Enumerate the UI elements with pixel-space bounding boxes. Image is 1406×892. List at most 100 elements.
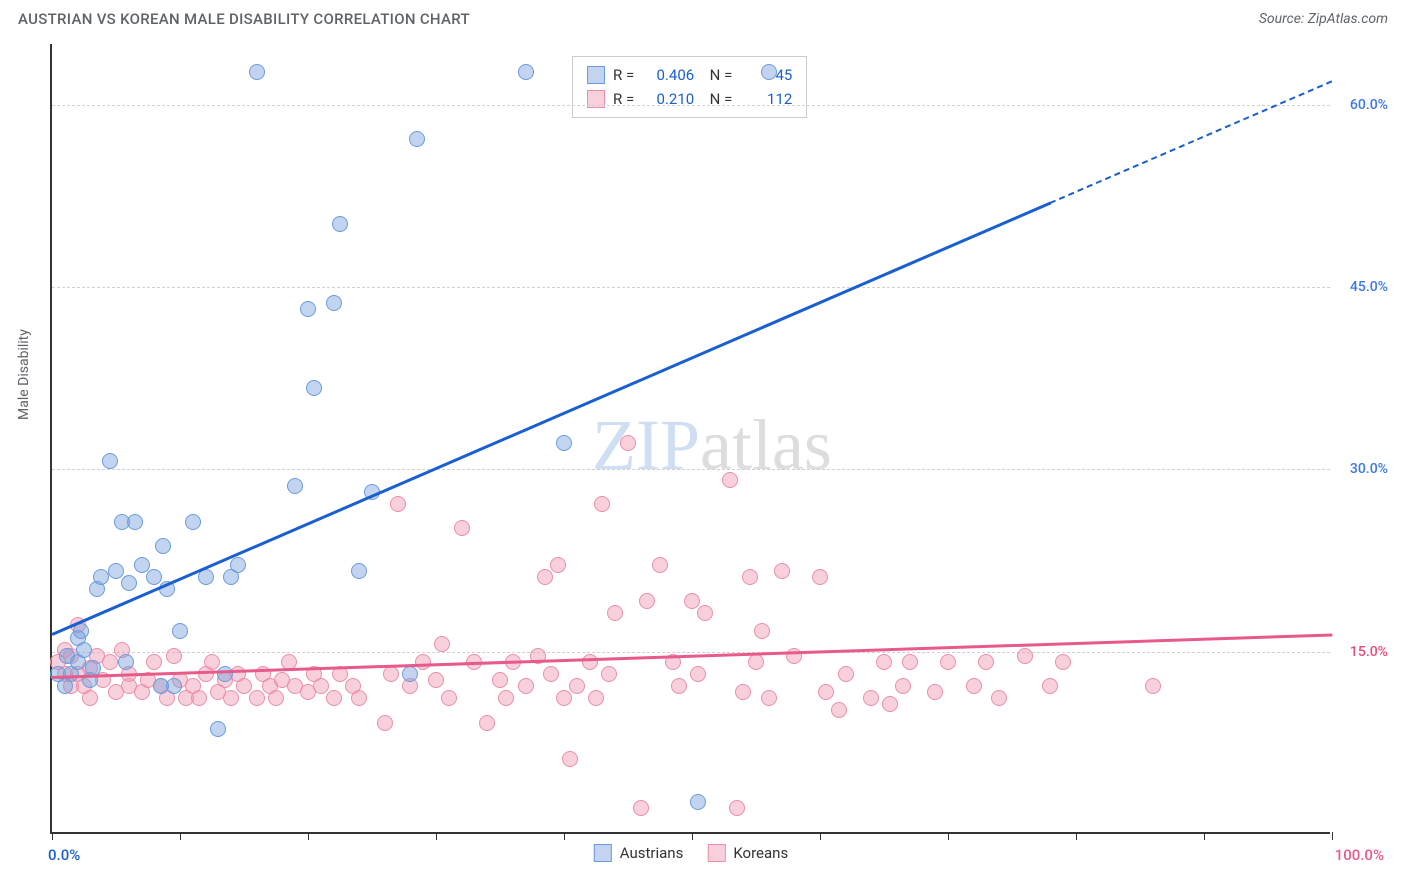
series-legend: Austrians Koreans <box>594 844 788 862</box>
x-axis-max-label: 100.0% <box>1335 846 1384 864</box>
scatter-point <box>409 131 425 147</box>
scatter-point <box>102 453 118 469</box>
x-tick <box>180 832 181 840</box>
scatter-point <box>978 654 994 670</box>
plot-area: ZIPatlas R = 0.406 N = 45 R = 0.210 N = … <box>50 44 1330 834</box>
scatter-point <box>1055 654 1071 670</box>
x-tick <box>948 832 949 840</box>
scatter-point <box>582 654 598 670</box>
source-attribution: Source: ZipAtlas.com <box>1259 11 1388 27</box>
scatter-point <box>690 794 706 810</box>
scatter-point <box>93 569 109 585</box>
r-value-austrians: 0.406 <box>642 63 694 87</box>
scatter-point <box>102 654 118 670</box>
scatter-point <box>671 678 687 694</box>
trend-line-extrapolated <box>1050 81 1332 204</box>
scatter-point <box>569 678 585 694</box>
scatter-point <box>166 648 182 664</box>
scatter-point <box>479 715 495 731</box>
y-tick-label: 60.0% <box>1350 97 1388 113</box>
x-tick <box>52 832 53 840</box>
scatter-point <box>729 800 745 816</box>
scatter-point <box>326 690 342 706</box>
r-value-koreans: 0.210 <box>642 87 694 111</box>
scatter-point <box>121 575 137 591</box>
scatter-point <box>556 435 572 451</box>
scatter-point <box>383 666 399 682</box>
x-tick <box>436 832 437 840</box>
scatter-point <box>332 216 348 232</box>
scatter-point <box>652 557 668 573</box>
x-tick <box>1076 832 1077 840</box>
x-tick <box>564 832 565 840</box>
x-tick <box>692 832 693 840</box>
scatter-point <box>1017 648 1033 664</box>
scatter-point <box>498 690 514 706</box>
scatter-point <box>326 295 342 311</box>
scatter-point <box>633 800 649 816</box>
scatter-point <box>562 751 578 767</box>
scatter-point <box>351 563 367 579</box>
legend-item-koreans: Koreans <box>707 844 788 862</box>
scatter-point <box>306 380 322 396</box>
scatter-point <box>108 563 124 579</box>
scatter-point <box>434 636 450 652</box>
scatter-point <box>492 672 508 688</box>
scatter-point <box>166 678 182 694</box>
scatter-point <box>377 715 393 731</box>
scatter-point <box>831 702 847 718</box>
scatter-point <box>402 666 418 682</box>
legend-label-austrians: Austrians <box>620 844 684 862</box>
scatter-point <box>761 690 777 706</box>
legend-item-austrians: Austrians <box>594 844 684 862</box>
legend-color-austrians <box>594 844 612 862</box>
scatter-point <box>838 666 854 682</box>
scatter-point <box>1145 678 1161 694</box>
scatter-point <box>146 654 162 670</box>
scatter-point <box>76 642 92 658</box>
legend-color-koreans <box>707 844 725 862</box>
scatter-point <box>127 514 143 530</box>
scatter-point <box>588 690 604 706</box>
x-tick <box>820 832 821 840</box>
scatter-point <box>927 684 943 700</box>
scatter-point <box>268 690 284 706</box>
y-tick-label: 30.0% <box>1350 461 1388 477</box>
legend-label-koreans: Koreans <box>733 844 788 862</box>
scatter-point <box>742 569 758 585</box>
scatter-point <box>236 678 252 694</box>
chart-title: AUSTRIAN VS KOREAN MALE DISABILITY CORRE… <box>18 10 470 28</box>
scatter-point <box>863 690 879 706</box>
scatter-point <box>684 593 700 609</box>
scatter-point <box>191 690 207 706</box>
scatter-point <box>991 690 1007 706</box>
scatter-point <box>966 678 982 694</box>
scatter-point <box>217 666 233 682</box>
scatter-point <box>73 623 89 639</box>
y-tick-label: 45.0% <box>1350 279 1388 295</box>
scatter-point <box>155 538 171 554</box>
scatter-point <box>550 557 566 573</box>
scatter-point <box>902 654 918 670</box>
scatter-point <box>230 557 246 573</box>
legend-row-koreans: R = 0.210 N = 112 <box>587 87 792 111</box>
scatter-point <box>441 690 457 706</box>
gridline <box>52 469 1330 470</box>
scatter-point <box>761 64 777 80</box>
gridline <box>52 105 1330 106</box>
scatter-point <box>543 666 559 682</box>
scatter-point <box>537 569 553 585</box>
gridline <box>52 287 1330 288</box>
scatter-point <box>118 654 134 670</box>
scatter-point <box>620 435 636 451</box>
scatter-point <box>223 690 239 706</box>
scatter-point <box>300 301 316 317</box>
scatter-point <box>876 654 892 670</box>
scatter-point <box>146 569 162 585</box>
scatter-point <box>518 678 534 694</box>
scatter-point <box>415 654 431 670</box>
scatter-point <box>518 64 534 80</box>
scatter-point <box>690 666 706 682</box>
scatter-point <box>1042 678 1058 694</box>
trend-line <box>52 202 1051 636</box>
